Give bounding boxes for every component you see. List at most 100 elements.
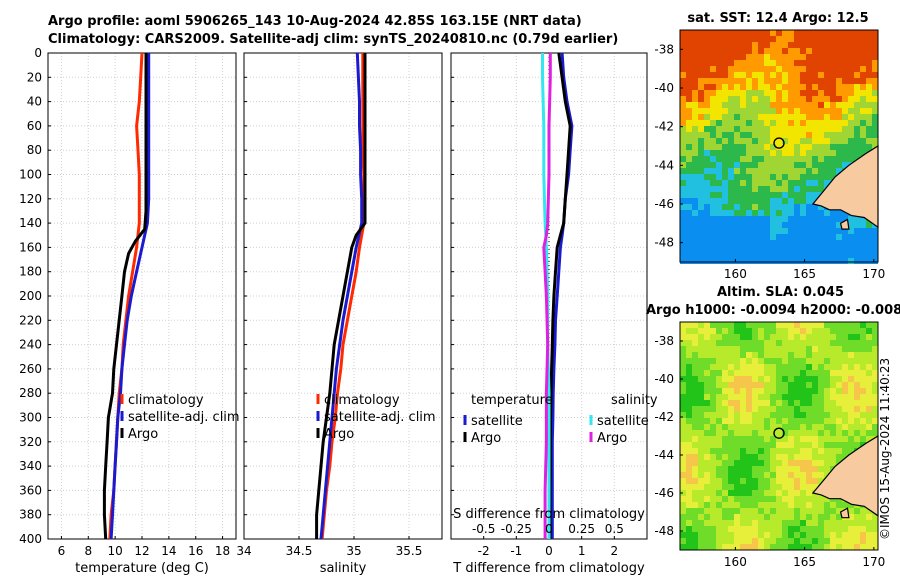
- map-cell: [686, 60, 692, 66]
- map-cell: [860, 228, 866, 234]
- map-cell: [788, 478, 794, 484]
- map-cell: [752, 412, 758, 418]
- map-cell: [752, 490, 758, 496]
- map-cell: [734, 42, 740, 48]
- map-cell: [710, 234, 716, 240]
- map-cell: [836, 340, 842, 346]
- map-cell: [692, 102, 698, 108]
- map-cell: [788, 36, 794, 42]
- map-cell: [866, 376, 872, 382]
- map-cell: [728, 478, 734, 484]
- map-cell: [818, 478, 824, 484]
- map-cell: [722, 424, 728, 430]
- map-cell: [686, 240, 692, 246]
- map-cell: [698, 334, 704, 340]
- map-cell: [836, 210, 842, 216]
- map-cell: [740, 352, 746, 358]
- map-cell: [788, 216, 794, 222]
- map-cell: [686, 454, 692, 460]
- map-cell: [842, 126, 848, 132]
- map-cell: [764, 258, 770, 264]
- map-cell: [818, 228, 824, 234]
- map-cell: [872, 60, 878, 66]
- map-cell: [842, 246, 848, 252]
- map-cell: [758, 138, 764, 144]
- map-cell: [770, 424, 776, 430]
- map-cell: [710, 186, 716, 192]
- map-cell: [854, 340, 860, 346]
- map-cell: [854, 544, 860, 550]
- map-cell: [764, 84, 770, 90]
- map-cell: [842, 448, 848, 454]
- map-cell: [764, 454, 770, 460]
- map-cell: [722, 42, 728, 48]
- map-cell: [764, 514, 770, 520]
- map-cell: [776, 252, 782, 258]
- map-cell: [764, 120, 770, 126]
- map-cell: [710, 472, 716, 478]
- map-cell: [842, 538, 848, 544]
- map-cell: [740, 388, 746, 394]
- map-cell: [818, 364, 824, 370]
- map-cell: [704, 526, 710, 532]
- map-cell: [806, 424, 812, 430]
- map-cell: [770, 120, 776, 126]
- map-cell: [866, 388, 872, 394]
- map-cell: [794, 520, 800, 526]
- map-cell: [746, 526, 752, 532]
- depth-tick-label: 100: [19, 168, 42, 182]
- series-line-salinity-satellite-adj-clim: [319, 52, 364, 540]
- map-cell: [728, 400, 734, 406]
- map-cell: [698, 48, 704, 54]
- map-cell: [752, 186, 758, 192]
- map-cell: [728, 120, 734, 126]
- map-cell: [788, 90, 794, 96]
- map-cell: [716, 54, 722, 60]
- map-cell: [680, 400, 686, 406]
- map-cell: [770, 370, 776, 376]
- map-cell: [806, 508, 812, 514]
- map-cell: [818, 472, 824, 478]
- map-cell: [704, 54, 710, 60]
- map-cell: [728, 526, 734, 532]
- map-cell: [854, 96, 860, 102]
- map-cell: [788, 472, 794, 478]
- map-cell: [836, 394, 842, 400]
- map-cell: [764, 328, 770, 334]
- map-cell: [770, 156, 776, 162]
- map-cell: [806, 430, 812, 436]
- lon-tick-label: 170: [862, 267, 885, 281]
- map-cell: [818, 346, 824, 352]
- map-cell: [728, 352, 734, 358]
- map-cell: [692, 382, 698, 388]
- map-cell: [830, 138, 836, 144]
- map-cell: [842, 150, 848, 156]
- map-cell: [812, 340, 818, 346]
- map-cell: [788, 96, 794, 102]
- map-cell: [806, 234, 812, 240]
- map-cell: [692, 322, 698, 328]
- map-cell: [764, 502, 770, 508]
- map-cell: [794, 490, 800, 496]
- map-cell: [812, 120, 818, 126]
- map-cell: [818, 454, 824, 460]
- map-cell: [692, 144, 698, 150]
- map-cell: [680, 48, 686, 54]
- map-cell: [806, 490, 812, 496]
- map-cell: [800, 48, 806, 54]
- map-cell: [680, 138, 686, 144]
- map-cell: [848, 448, 854, 454]
- map-cell: [746, 246, 752, 252]
- map-cell: [728, 96, 734, 102]
- map-cell: [854, 352, 860, 358]
- map-cell: [848, 60, 854, 66]
- map-cell: [788, 60, 794, 66]
- map-cell: [848, 520, 854, 526]
- map-cell: [680, 66, 686, 72]
- map-cell: [710, 334, 716, 340]
- map-cell: [776, 448, 782, 454]
- map-cell: [746, 108, 752, 114]
- map-cell: [692, 132, 698, 138]
- map-cell: [776, 364, 782, 370]
- map-cell: [704, 508, 710, 514]
